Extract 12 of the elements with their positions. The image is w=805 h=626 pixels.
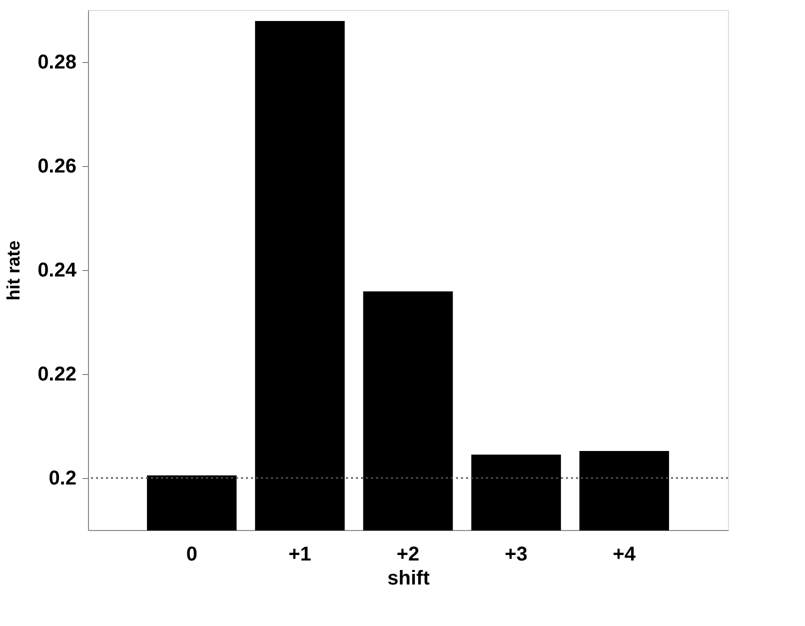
y-tick-label: 0.26 (38, 156, 76, 178)
y-tick-label: 0.24 (38, 260, 78, 282)
y-tick-label: 0.2 (48, 468, 76, 490)
y-axis-title: hit rate (4, 240, 24, 301)
x-tick-label: 0 (186, 544, 198, 566)
y-tick-label: 0.22 (38, 364, 76, 386)
y-tick-label: 0.28 (38, 52, 76, 74)
x-tick-label: +1 (288, 544, 312, 566)
x-axis-title: shift (387, 568, 430, 590)
x-tick-label: +3 (504, 544, 528, 566)
x-tick-label: +2 (396, 544, 420, 566)
x-tick-label: +4 (612, 544, 636, 566)
